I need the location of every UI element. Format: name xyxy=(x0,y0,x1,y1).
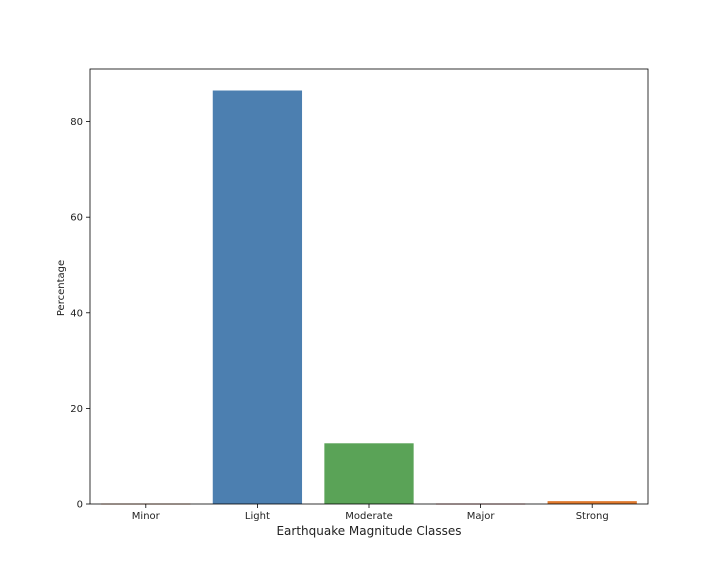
x-tick-label: Major xyxy=(467,511,496,522)
x-tick-label: Light xyxy=(245,511,270,522)
bars-group xyxy=(101,90,637,505)
x-tick-label: Minor xyxy=(132,511,161,522)
y-tick-label: 80 xyxy=(70,117,83,128)
bar-light xyxy=(212,90,303,504)
y-ticks-group: 0 20 40 60 80 xyxy=(70,117,90,511)
x-ticks-group: Minor Light Moderate Major Strong xyxy=(132,504,609,522)
bar-moderate xyxy=(324,443,414,504)
y-axis-label: Percentage xyxy=(56,260,67,316)
y-tick-label: 60 xyxy=(70,213,83,224)
x-tick-label: Moderate xyxy=(345,511,393,522)
y-tick-label: 20 xyxy=(70,404,83,415)
y-tick-label: 0 xyxy=(77,500,83,511)
x-axis-label: Earthquake Magnitude Classes xyxy=(276,524,461,538)
y-tick-label: 40 xyxy=(70,308,83,319)
bar-strong xyxy=(547,501,637,504)
x-tick-label: Strong xyxy=(576,511,609,522)
plot-frame xyxy=(89,68,649,505)
